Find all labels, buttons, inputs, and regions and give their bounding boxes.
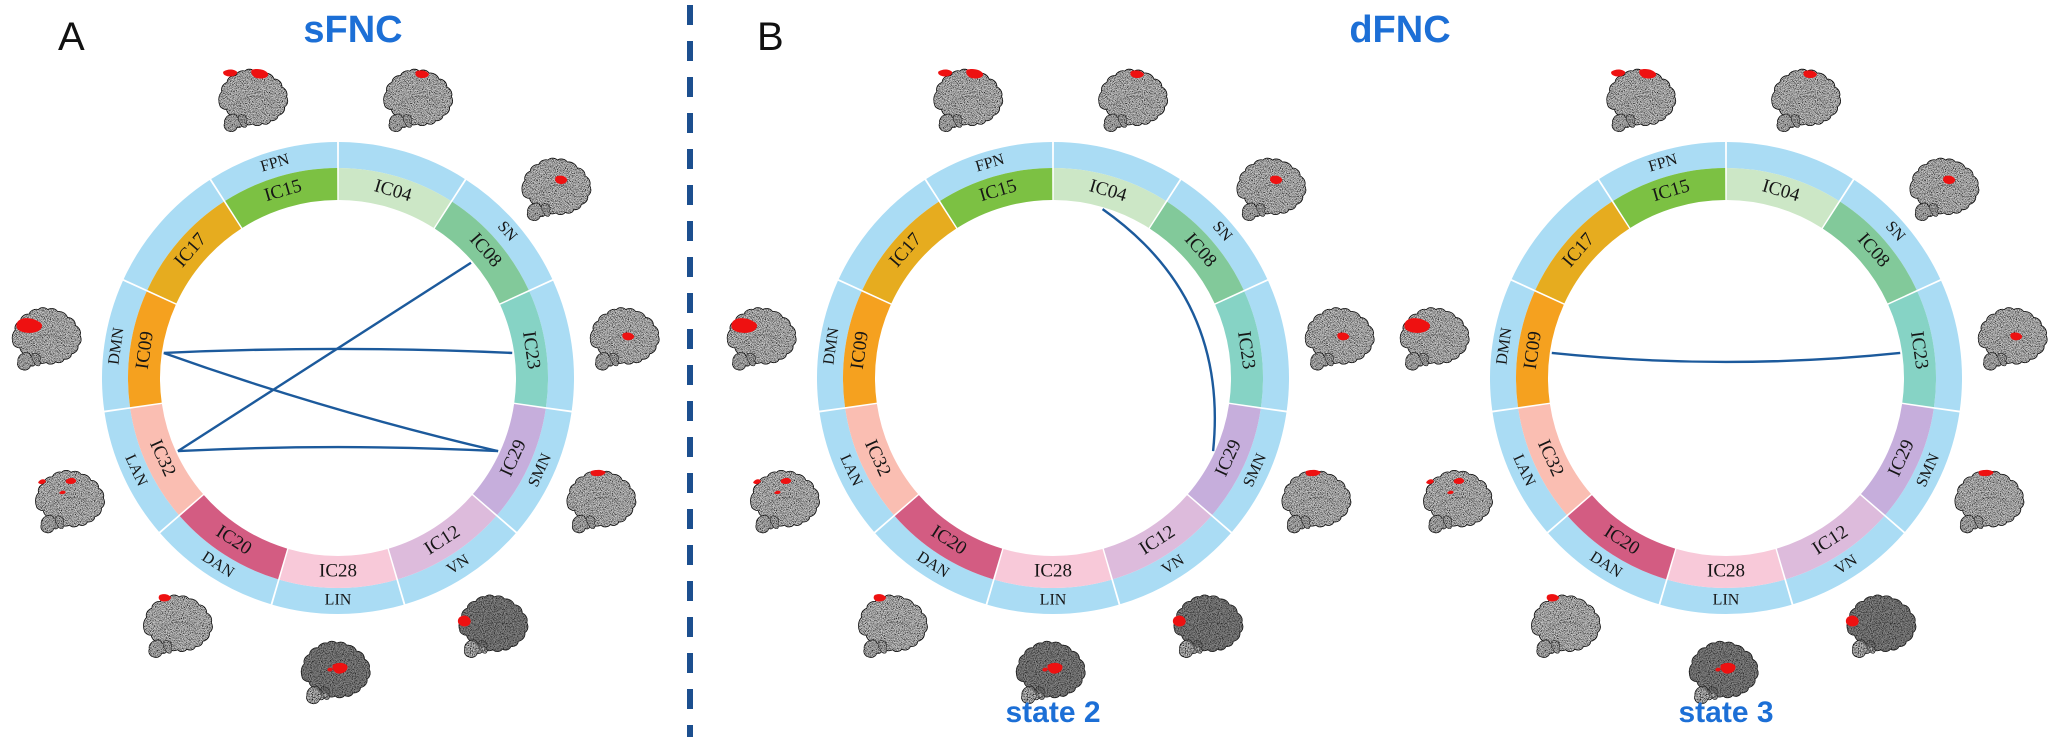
svg-text:sFNC: sFNC bbox=[303, 9, 402, 51]
svg-text:IC28: IC28 bbox=[319, 560, 357, 581]
svg-text:state 3: state 3 bbox=[1678, 696, 1773, 729]
svg-text:IC28: IC28 bbox=[1034, 560, 1072, 581]
svg-text:LIN: LIN bbox=[325, 592, 352, 609]
svg-text:IC28: IC28 bbox=[1707, 560, 1745, 581]
svg-text:dFNC: dFNC bbox=[1349, 9, 1450, 51]
svg-text:B: B bbox=[757, 15, 784, 59]
svg-text:LIN: LIN bbox=[1713, 592, 1740, 609]
svg-text:A: A bbox=[58, 15, 85, 59]
svg-text:LIN: LIN bbox=[1040, 592, 1067, 609]
svg-text:state 2: state 2 bbox=[1005, 696, 1100, 729]
